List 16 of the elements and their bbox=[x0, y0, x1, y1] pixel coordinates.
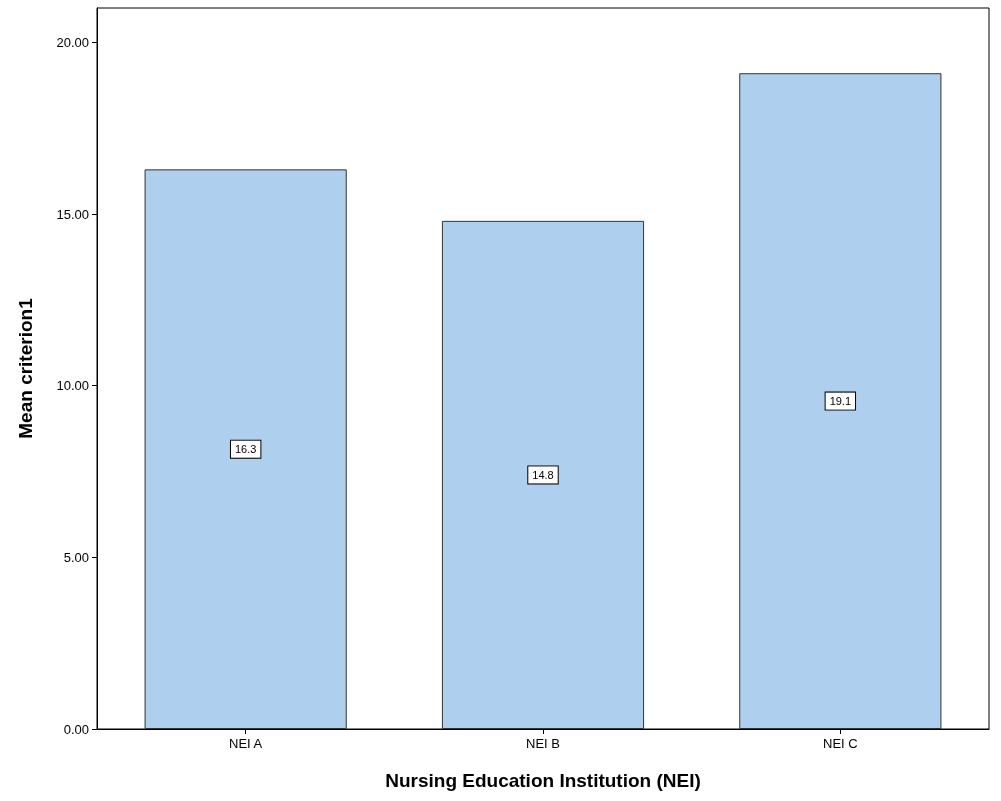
bar bbox=[441, 220, 645, 729]
x-tick-label: NEI A bbox=[229, 736, 263, 751]
bar bbox=[144, 169, 347, 729]
y-axis-title: Mean criterion1 bbox=[15, 297, 36, 439]
bar bbox=[739, 73, 942, 729]
y-tick-label: 5.00 bbox=[63, 549, 89, 565]
x-tick-label: NEI B bbox=[526, 736, 560, 751]
y-tick-label: 20.00 bbox=[56, 34, 89, 50]
x-tick-label: NEI C bbox=[823, 736, 858, 751]
x-axis-title: Nursing Education Institution (NEI) bbox=[385, 770, 701, 791]
data-label: 16.3 bbox=[234, 443, 257, 456]
y-tick-label: 15.00 bbox=[56, 206, 89, 222]
y-tick-label: 10.00 bbox=[56, 378, 89, 394]
data-label: 19.1 bbox=[829, 395, 852, 408]
data-label: 14.8 bbox=[532, 468, 554, 481]
y-tick-label: 0.00 bbox=[63, 721, 89, 737]
